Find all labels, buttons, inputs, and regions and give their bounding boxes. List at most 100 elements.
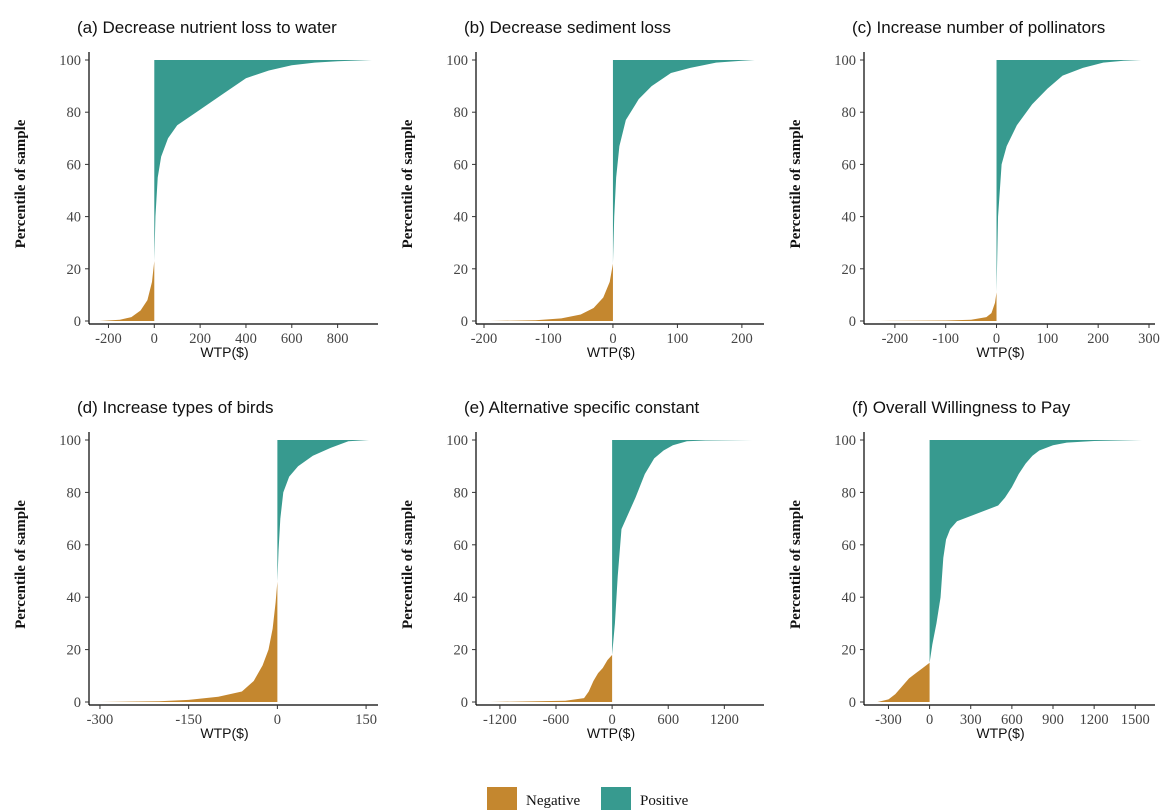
x-tick-label: -100 xyxy=(535,331,562,347)
y-tick-label: 40 xyxy=(67,590,82,606)
negative-area xyxy=(879,292,997,321)
x-axis-label: WTP($) xyxy=(587,725,635,741)
x-tick-label: 200 xyxy=(731,331,753,347)
x-tick-label: 600 xyxy=(1001,712,1023,728)
y-tick-label: 100 xyxy=(834,433,856,449)
y-tick-label: 20 xyxy=(454,643,469,659)
x-tick-label: -300 xyxy=(875,712,902,728)
panel-3: (c) Increase number of pollinators 0 20 40 6… xyxy=(788,18,1160,360)
x-tick-label: 100 xyxy=(1036,331,1058,347)
x-tick-label: 0 xyxy=(609,331,616,347)
y-tick-label: 20 xyxy=(842,643,857,659)
panel-6: (f) Overall Willingness to Pay 0 20 40 60 80 1… xyxy=(788,398,1155,741)
y-tick-label: 0 xyxy=(849,695,856,711)
x-tick-label: 0 xyxy=(608,712,615,728)
positive-area xyxy=(929,440,1143,663)
panel-title: (f) Overall Willingness to Pay xyxy=(852,398,1071,417)
x-tick-label: 400 xyxy=(235,331,257,347)
y-tick-label: 20 xyxy=(67,643,82,659)
x-tick-label: 100 xyxy=(667,331,689,347)
panel-2: (b) Decrease sediment loss 0 20 40 60 80 100 -2… xyxy=(400,18,764,360)
x-axis-label: WTP($) xyxy=(200,344,248,360)
y-tick-label: 60 xyxy=(842,538,857,554)
x-tick-label: 1200 xyxy=(710,712,739,728)
x-tick-label: 0 xyxy=(993,331,1000,347)
x-tick-label: -200 xyxy=(882,331,909,347)
y-tick-label: 100 xyxy=(446,433,468,449)
y-axis-label: Percentile of sample xyxy=(400,500,416,629)
x-tick-label: 900 xyxy=(1042,712,1064,728)
x-tick-label: -300 xyxy=(87,712,114,728)
y-tick-label: 0 xyxy=(849,314,856,330)
y-axis-label: Percentile of sample xyxy=(788,119,804,248)
y-tick-label: 60 xyxy=(842,157,857,173)
y-axis-label: Percentile of sample xyxy=(788,500,804,629)
y-tick-label: 20 xyxy=(842,262,857,278)
x-tick-label: -100 xyxy=(932,331,959,347)
x-tick-label: 0 xyxy=(926,712,933,728)
y-tick-label: 40 xyxy=(454,210,469,226)
y-tick-label: 40 xyxy=(842,590,857,606)
y-axis-label: Percentile of sample xyxy=(13,500,29,629)
x-tick-label: -200 xyxy=(471,331,498,347)
panel-4: (d) Increase types of birds 0 20 40 60 80 100 -… xyxy=(13,398,378,741)
y-tick-label: 80 xyxy=(67,105,82,121)
y-tick-label: 60 xyxy=(67,157,82,173)
positive-area xyxy=(612,440,753,655)
x-tick-label: 800 xyxy=(327,331,349,347)
y-tick-label: 40 xyxy=(842,210,857,226)
y-tick-label: 60 xyxy=(454,538,469,554)
y-tick-label: 100 xyxy=(59,53,81,69)
y-tick-label: 80 xyxy=(454,485,469,501)
x-tick-label: 0 xyxy=(274,712,281,728)
y-tick-label: 20 xyxy=(454,262,469,278)
x-tick-label: 150 xyxy=(355,712,377,728)
y-tick-label: 80 xyxy=(842,485,857,501)
y-tick-label: 40 xyxy=(454,590,469,606)
x-tick-label: 1200 xyxy=(1080,712,1109,728)
y-tick-label: 0 xyxy=(74,314,81,330)
x-axis-label: WTP($) xyxy=(976,344,1024,360)
x-tick-label: 200 xyxy=(189,331,211,347)
legend-swatch-negative xyxy=(487,787,517,810)
negative-area xyxy=(490,654,613,702)
y-tick-label: 20 xyxy=(67,262,82,278)
positive-area xyxy=(154,60,372,261)
y-tick-label: 80 xyxy=(454,105,469,121)
positive-area xyxy=(612,60,755,264)
x-tick-label: 200 xyxy=(1087,331,1109,347)
panel-title: (e) Alternative specific constant xyxy=(464,398,700,417)
negative-area xyxy=(877,662,930,702)
x-tick-label: 1500 xyxy=(1121,712,1150,728)
positive-area xyxy=(996,60,1142,293)
y-axis-label: Percentile of sample xyxy=(400,119,416,248)
y-tick-label: 0 xyxy=(74,695,81,711)
y-tick-label: 80 xyxy=(842,105,857,121)
y-tick-label: 80 xyxy=(67,485,82,501)
x-axis-label: WTP($) xyxy=(976,725,1024,741)
y-tick-label: 60 xyxy=(454,157,469,173)
panel-1: (a) Decrease nutrient loss to water 0 20 40… xyxy=(13,18,378,360)
positive-area xyxy=(277,440,370,582)
negative-area xyxy=(99,260,155,321)
panel-5: (e) Alternative specific constant 0 20 40 60… xyxy=(400,398,764,741)
x-tick-label: 600 xyxy=(281,331,303,347)
x-tick-label: 300 xyxy=(960,712,982,728)
x-tick-label: -200 xyxy=(95,331,122,347)
panel-title: (d) Increase types of birds xyxy=(77,398,274,417)
y-tick-label: 0 xyxy=(461,314,468,330)
y-tick-label: 100 xyxy=(834,53,856,69)
y-tick-label: 100 xyxy=(446,53,468,69)
legend-label-positive: Positive xyxy=(640,793,689,809)
y-axis-label: Percentile of sample xyxy=(13,119,29,248)
x-tick-label: -150 xyxy=(175,712,202,728)
panel-title: (b) Decrease sediment loss xyxy=(464,18,671,37)
x-tick-label: -600 xyxy=(543,712,570,728)
y-tick-label: 100 xyxy=(59,433,81,449)
x-axis-label: WTP($) xyxy=(587,344,635,360)
y-tick-label: 40 xyxy=(67,210,82,226)
panel-title: (c) Increase number of pollinators xyxy=(852,18,1105,37)
x-axis-label: WTP($) xyxy=(200,725,248,741)
y-tick-label: 60 xyxy=(67,538,82,554)
